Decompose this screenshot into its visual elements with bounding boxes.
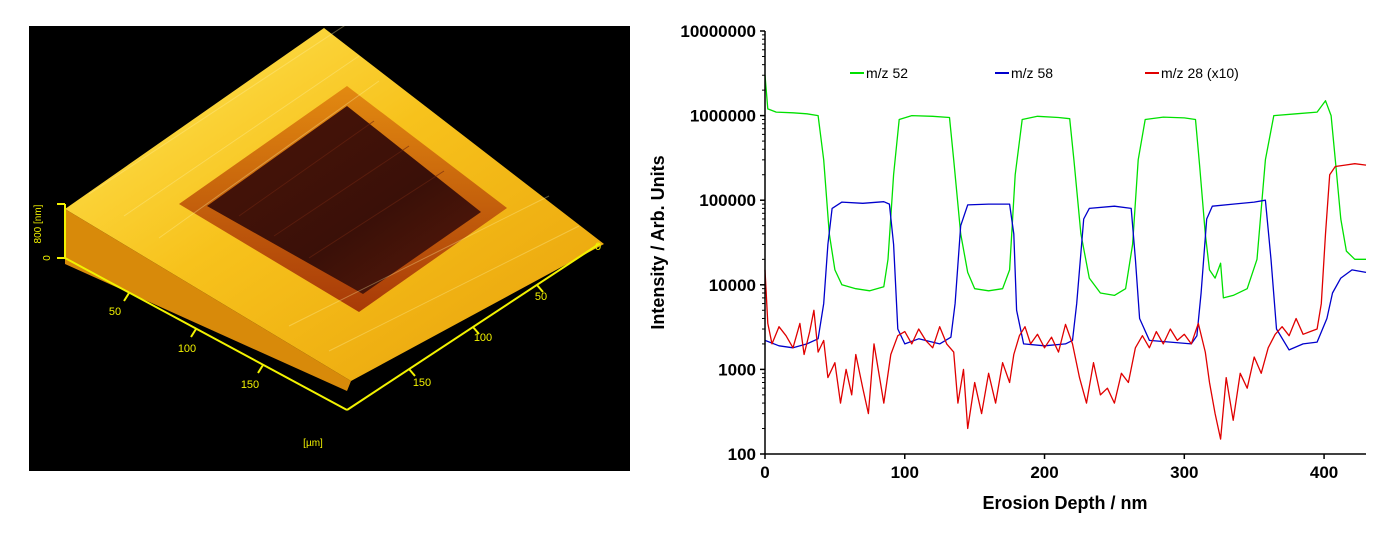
y-tick-label: 10000 [709, 276, 756, 295]
x-tick-label: 100 [891, 463, 919, 482]
series-line-1 [764, 75, 1366, 299]
legend-label-2: m/z 58 [1011, 65, 1053, 81]
legend-label-3: m/z 28 (x10) [1161, 65, 1239, 81]
afm-x-tick-100: 100 [178, 343, 196, 355]
afm-surface-ridges [88, 26, 580, 352]
afm-3d-topography: 800 [nm] 0 50 100 150 0 50 100 150 [µm] [29, 26, 630, 471]
y-axis-label: Intensity / Arb. Units [648, 155, 668, 329]
x-tick-label: 0 [760, 463, 769, 482]
x-tick-label: 200 [1030, 463, 1058, 482]
afm-axes [57, 203, 600, 411]
y-tick-label: 100000 [699, 191, 756, 210]
afm-z-label: 800 [nm] [33, 204, 44, 243]
x-tick-label: 300 [1170, 463, 1198, 482]
afm-x-tick-150: 150 [241, 379, 259, 391]
y-tick-label: 1000 [718, 360, 756, 379]
afm-z-tick-0: 0 [42, 255, 53, 261]
y-tick-label: 10000000 [680, 22, 756, 41]
afm-x-tick-50: 50 [109, 306, 121, 318]
series-line-2 [764, 199, 1367, 351]
afm-y-tick-100: 100 [474, 332, 492, 344]
afm-surface-front-edge [65, 209, 351, 391]
x-axis-label: Erosion Depth / nm [982, 493, 1147, 513]
afm-y-tick-50: 50 [535, 291, 547, 303]
x-tick-label: 400 [1310, 463, 1338, 482]
afm-unit-label: [µm] [303, 438, 323, 449]
series-line-3 [764, 163, 1367, 440]
series-layer [764, 75, 1367, 440]
y-tick-label: 100 [728, 445, 756, 464]
afm-y-tick-150: 150 [413, 377, 431, 389]
legend-label-1: m/z 52 [866, 65, 908, 81]
afm-pit-floor [207, 106, 481, 294]
afm-y-tick-0: 0 [595, 241, 601, 253]
y-tick-label: 1000000 [690, 107, 756, 126]
legend: m/z 52 m/z 58 m/z 28 (x10) [850, 65, 1239, 81]
afm-pit-streaks [238, 120, 445, 259]
